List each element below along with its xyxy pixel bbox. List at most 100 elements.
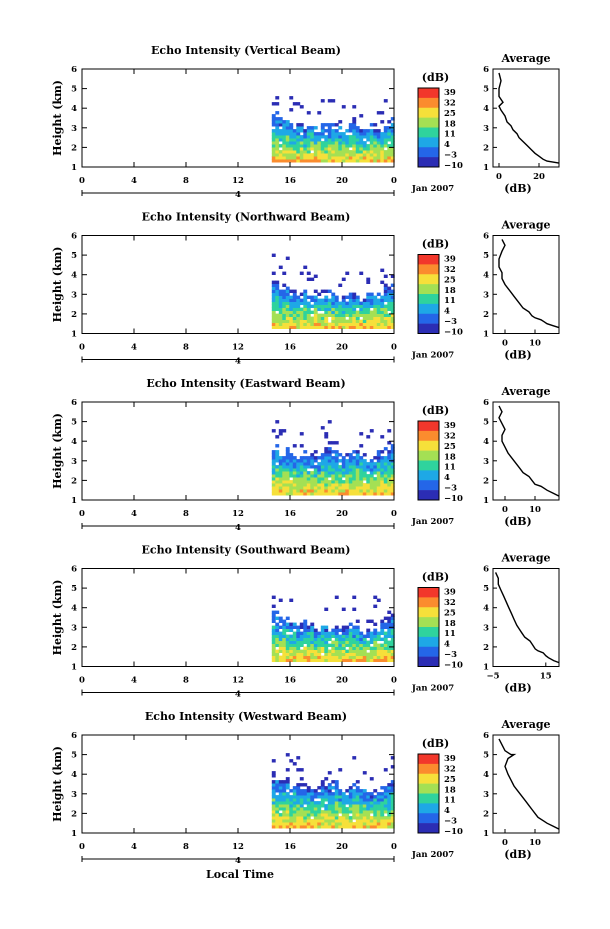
- heatmap-cell: [383, 319, 388, 323]
- heatmap-cell: [334, 819, 339, 823]
- heatmap-cell: [373, 150, 378, 154]
- heatmap-cell: [299, 822, 304, 826]
- heatmap-cell: [352, 756, 357, 760]
- heatmap-cell: [271, 646, 276, 650]
- average-title: Average: [500, 552, 550, 565]
- heatmap-cell: [380, 492, 385, 496]
- heatmap-cell: [380, 622, 385, 626]
- heatmap-cell: [289, 628, 294, 632]
- heatmap-cell: [373, 298, 378, 302]
- heatmap-cell: [285, 777, 290, 781]
- average-y-tick-label: 1: [483, 330, 489, 340]
- heatmap-cell: [390, 807, 395, 811]
- heatmap-cell: [341, 792, 346, 796]
- heatmap-cell: [320, 123, 325, 127]
- heatmap-cell: [373, 483, 378, 487]
- heatmap-cell: [331, 643, 336, 647]
- heatmap-cell: [289, 310, 294, 314]
- heatmap-cell: [278, 156, 283, 160]
- heatmap-cell: [334, 595, 339, 599]
- heatmap-cell: [390, 298, 395, 302]
- heatmap-cell: [387, 652, 392, 656]
- heatmap-cell: [359, 156, 364, 160]
- heatmap-cell: [387, 319, 392, 323]
- heatmap-cell: [352, 138, 357, 142]
- heatmap-cell: [369, 825, 374, 829]
- heatmap-cell: [324, 310, 329, 314]
- average-y-tick-label: 6: [483, 232, 489, 242]
- heatmap-cell: [355, 816, 360, 820]
- heatmap-cell: [383, 492, 388, 496]
- heatmap-cell: [334, 153, 339, 157]
- x-tick-label: 0: [79, 509, 85, 519]
- heatmap-cell: [362, 325, 367, 329]
- heatmap-cell: [320, 456, 325, 460]
- heatmap-cell: [380, 477, 385, 481]
- heatmap-cell: [345, 453, 350, 457]
- heatmap-cell: [271, 807, 276, 811]
- heatmap-cell: [271, 631, 276, 635]
- heatmap-cell: [331, 631, 336, 635]
- heatmap-cell: [376, 795, 381, 799]
- heatmap-cell: [324, 804, 329, 808]
- colorbar-segment: [418, 783, 439, 794]
- heatmap-cell: [296, 643, 301, 647]
- heatmap-cell: [345, 153, 350, 157]
- heatmap-cell: [369, 141, 374, 145]
- heatmap-cell: [296, 480, 301, 484]
- heatmap-cell: [341, 628, 346, 632]
- heatmap-cell: [369, 295, 374, 299]
- colorbar-tick-label: −10: [444, 827, 463, 837]
- heatmap-cell: [313, 825, 318, 829]
- heatmap-cell: [324, 789, 329, 793]
- y-tick-label: 5: [71, 418, 77, 428]
- heatmap-cell: [331, 486, 336, 490]
- heatmap-cell: [341, 156, 346, 160]
- heatmap-cell: [369, 810, 374, 814]
- heatmap-cell: [292, 634, 297, 638]
- heatmap-cell: [373, 141, 378, 145]
- heatmap-cell: [324, 144, 329, 148]
- heatmap-cell: [373, 813, 378, 817]
- heatmap-cell: [387, 150, 392, 154]
- heatmap-cell: [324, 471, 329, 475]
- heatmap-cell: [334, 480, 339, 484]
- heatmap-cell: [380, 643, 385, 647]
- heatmap-cell: [296, 483, 301, 487]
- heatmap-cell: [313, 307, 318, 311]
- heatmap-cell: [292, 310, 297, 314]
- heatmap-cell: [275, 789, 280, 793]
- heatmap-cell: [359, 474, 364, 478]
- heatmap-cell: [327, 156, 332, 160]
- x-tick-label: 0: [79, 676, 85, 686]
- heatmap-cell: [380, 120, 385, 124]
- heatmap-cell: [352, 783, 357, 787]
- heatmap-cell: [373, 138, 378, 142]
- heatmap-cell: [348, 658, 353, 662]
- heatmap-cell: [390, 477, 395, 481]
- x-tick-label: 8: [183, 343, 189, 353]
- average-y-tick-label: 6: [483, 65, 489, 75]
- heatmap-cell: [327, 798, 332, 802]
- heatmap-cell: [289, 801, 294, 805]
- heatmap-cell: [271, 313, 276, 317]
- heatmap-cell: [341, 319, 346, 323]
- heatmap-cell: [345, 135, 350, 139]
- heatmap-cell: [355, 135, 360, 139]
- heatmap-cell: [299, 792, 304, 796]
- heatmap-cell: [278, 468, 283, 472]
- heatmap-cell: [373, 462, 378, 466]
- average-y-tick-label: 5: [483, 85, 489, 95]
- heatmap-cell: [331, 150, 336, 154]
- heatmap-cell: [271, 619, 276, 623]
- heatmap-cell: [352, 295, 357, 299]
- heatmap-cell: [348, 634, 353, 638]
- heatmap-cell: [376, 643, 381, 647]
- heatmap-cell: [271, 286, 276, 290]
- heatmap-cell: [355, 819, 360, 823]
- heatmap-cell: [275, 141, 280, 145]
- heatmap-cell: [331, 801, 336, 805]
- colorbar-tick-label: −10: [444, 328, 463, 338]
- heatmap-cell: [341, 655, 346, 659]
- heatmap-cell: [390, 619, 395, 623]
